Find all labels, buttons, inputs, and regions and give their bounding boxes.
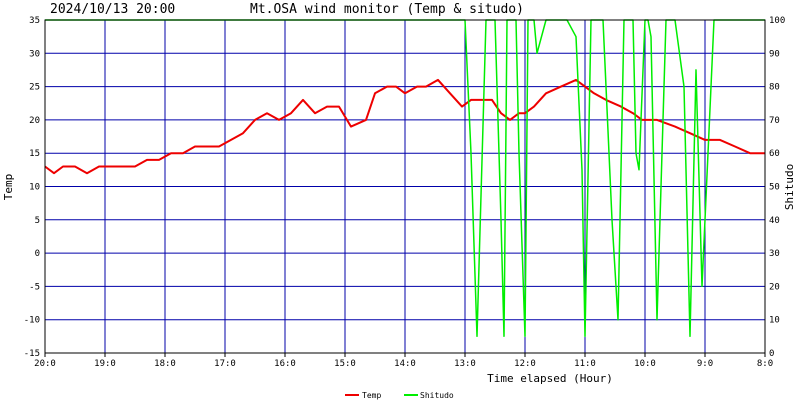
y-tick-label-left: 10: [29, 183, 40, 193]
chart-datetime: 2024/10/13 20:00: [50, 2, 175, 17]
series-lines: [44, 19, 765, 338]
y-tick-label-left: 35: [29, 16, 40, 26]
x-axis-label: Time elapsed (Hour): [487, 372, 613, 385]
y-tick-label-left: 15: [29, 149, 40, 159]
tick-labels: 20:0 19:0 18:0 17:0 16:0 15:0 14:0 13:0 12:0 11:0…: [24, 16, 786, 369]
y-tick-label-left: 20: [29, 116, 40, 126]
y-tick-label-left: 5: [35, 216, 40, 226]
y-tick-label-right: 40: [769, 216, 780, 226]
y-tick-label-right: 100: [769, 16, 785, 26]
grid-lines: [44, 20, 766, 357]
x-tick-label: 16:0: [274, 359, 296, 369]
y-tick-label-right: 30: [769, 249, 780, 259]
series-line-temp: [44, 78, 765, 175]
y-tick-label-right: 90: [769, 49, 780, 59]
y-tick-label-left: -15: [24, 349, 40, 359]
x-tick-label: 17:0: [214, 359, 236, 369]
y-tick-label-right: 10: [769, 316, 780, 326]
series-line-shitudo: [45, 19, 765, 338]
y-tick-label-left: 30: [29, 49, 40, 59]
y-tick-label-left: -5: [29, 282, 40, 292]
y-tick-label-right: 70: [769, 116, 780, 126]
legend: Temp Shitudo: [345, 391, 454, 400]
plot-frame: [44, 19, 766, 354]
x-tick-label: 9:0: [697, 359, 713, 369]
y-tick-label-left: 0: [35, 249, 40, 259]
y-tick-label-right: 60: [769, 149, 780, 159]
x-tick-label: 20:0: [34, 359, 56, 369]
y-tick-label-right: 0: [769, 349, 774, 359]
y-tick-label-right: 80: [769, 83, 780, 93]
legend-label-temp: Temp: [362, 391, 381, 400]
y-tick-label-right: 20: [769, 282, 780, 292]
x-tick-label: 8:0: [757, 359, 773, 369]
y-axis-label-right: Shitudo: [783, 164, 796, 210]
x-tick-label: 14:0: [394, 359, 416, 369]
x-tick-label: 10:0: [634, 359, 656, 369]
y-axis-label-left: Temp: [2, 174, 15, 201]
y-tick-label-left: -10: [24, 316, 40, 326]
x-tick-label: 13:0: [454, 359, 476, 369]
x-tick-label: 18:0: [154, 359, 176, 369]
legend-label-shitudo: Shitudo: [420, 391, 454, 400]
x-tick-label: 15:0: [334, 359, 356, 369]
chart-title: Mt.OSA wind monitor (Temp & situdo): [250, 2, 524, 17]
y-tick-label-left: 25: [29, 83, 40, 93]
x-tick-label: 12:0: [514, 359, 536, 369]
y-tick-label-right: 50: [769, 183, 780, 193]
x-tick-label: 19:0: [94, 359, 116, 369]
x-tick-label: 11:0: [574, 359, 596, 369]
